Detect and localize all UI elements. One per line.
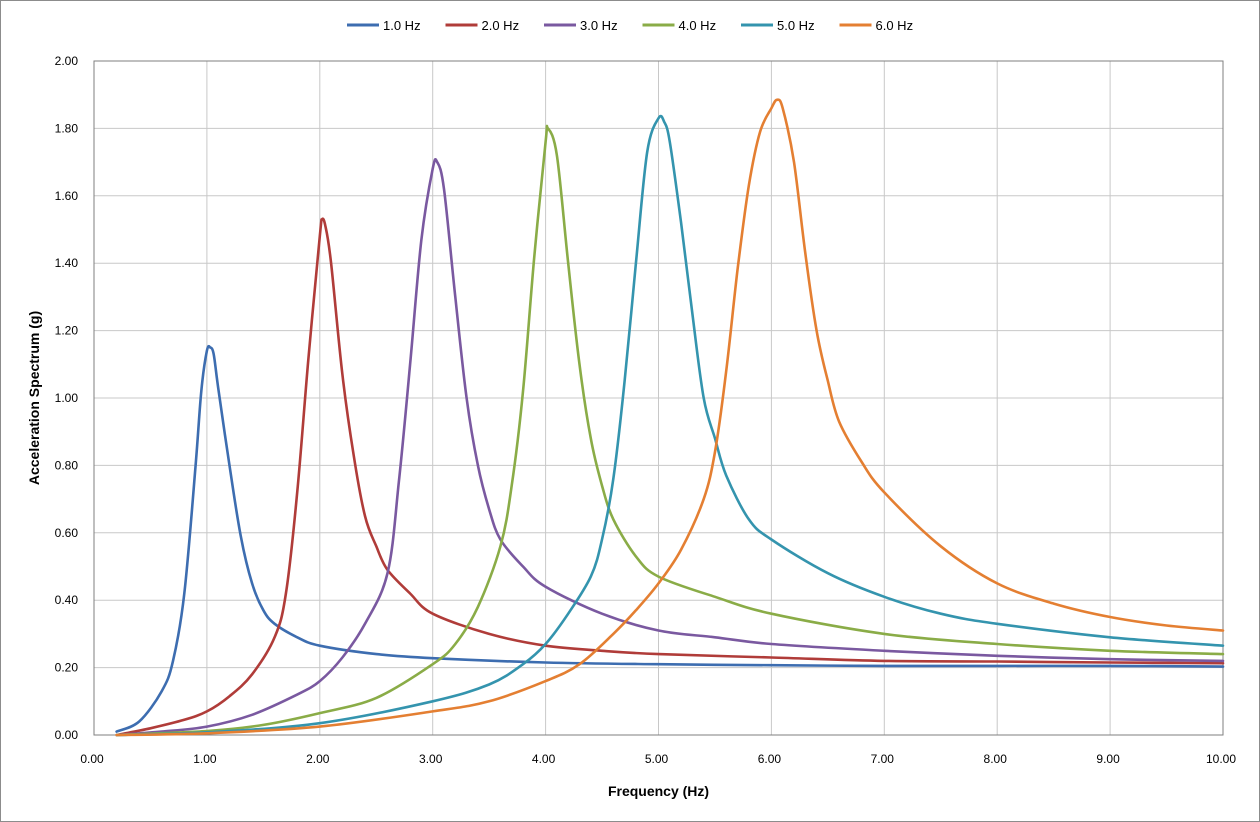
y-tick-label: 0.40 [55, 593, 79, 607]
y-tick-label: 1.80 [55, 121, 79, 135]
legend: 1.0 Hz 2.0 Hz 3.0 Hz 4.0 Hz 5.0 Hz 6.0 Hz [347, 18, 913, 33]
x-axis-title: Frequency (Hz) [608, 783, 709, 799]
legend-label: 1.0 Hz [383, 18, 421, 33]
series-line-1 [115, 344, 1225, 733]
y-tick-label: 2.00 [55, 54, 79, 68]
gridlines [93, 60, 1224, 736]
legend-label: 5.0 Hz [777, 18, 815, 33]
y-tick-label: 0.60 [55, 526, 79, 540]
x-tick-label: 9.00 [1096, 752, 1120, 766]
x-tick-label: 0.00 [80, 752, 104, 766]
legend-label: 2.0 Hz [482, 18, 520, 33]
series-line-2 [115, 217, 1225, 737]
y-tick-label: 1.20 [55, 324, 79, 338]
series-line-3 [115, 158, 1225, 737]
series-lines [115, 98, 1225, 737]
x-tick-label: 2.00 [306, 752, 330, 766]
x-tick-label: 1.00 [193, 752, 217, 766]
y-tick-label: 0.20 [55, 661, 79, 675]
x-tick-label: 6.00 [758, 752, 782, 766]
y-axis-title: Acceleration Spectrum (g) [26, 311, 42, 485]
y-tick-label: 1.00 [55, 391, 79, 405]
legend-label: 4.0 Hz [679, 18, 717, 33]
x-tick-label: 5.00 [645, 752, 669, 766]
y-tick-label: 0.00 [55, 728, 79, 742]
series-line-6 [115, 98, 1225, 737]
x-tick-label: 7.00 [871, 752, 895, 766]
series-line-5 [115, 114, 1225, 737]
y-axis-ticks: 0.00 0.20 0.40 0.60 0.80 1.00 1.20 1.40 1.60 1.80… [55, 54, 79, 742]
y-tick-label: 1.60 [55, 189, 79, 203]
series-line-4 [115, 124, 1225, 737]
x-tick-label: 3.00 [419, 752, 443, 766]
plot-area [93, 60, 1224, 736]
x-tick-label: 4.00 [532, 752, 556, 766]
x-tick-label: 10.00 [1206, 752, 1236, 766]
legend-label: 6.0 Hz [876, 18, 914, 33]
legend-label: 3.0 Hz [580, 18, 618, 33]
y-tick-label: 0.80 [55, 458, 79, 472]
y-tick-label: 1.40 [55, 256, 79, 270]
x-axis-ticks: 0.00 1.00 2.00 3.00 4.00 5.00 6.00 7.00 8.00 9.00… [80, 752, 1236, 766]
x-tick-label: 8.00 [984, 752, 1008, 766]
